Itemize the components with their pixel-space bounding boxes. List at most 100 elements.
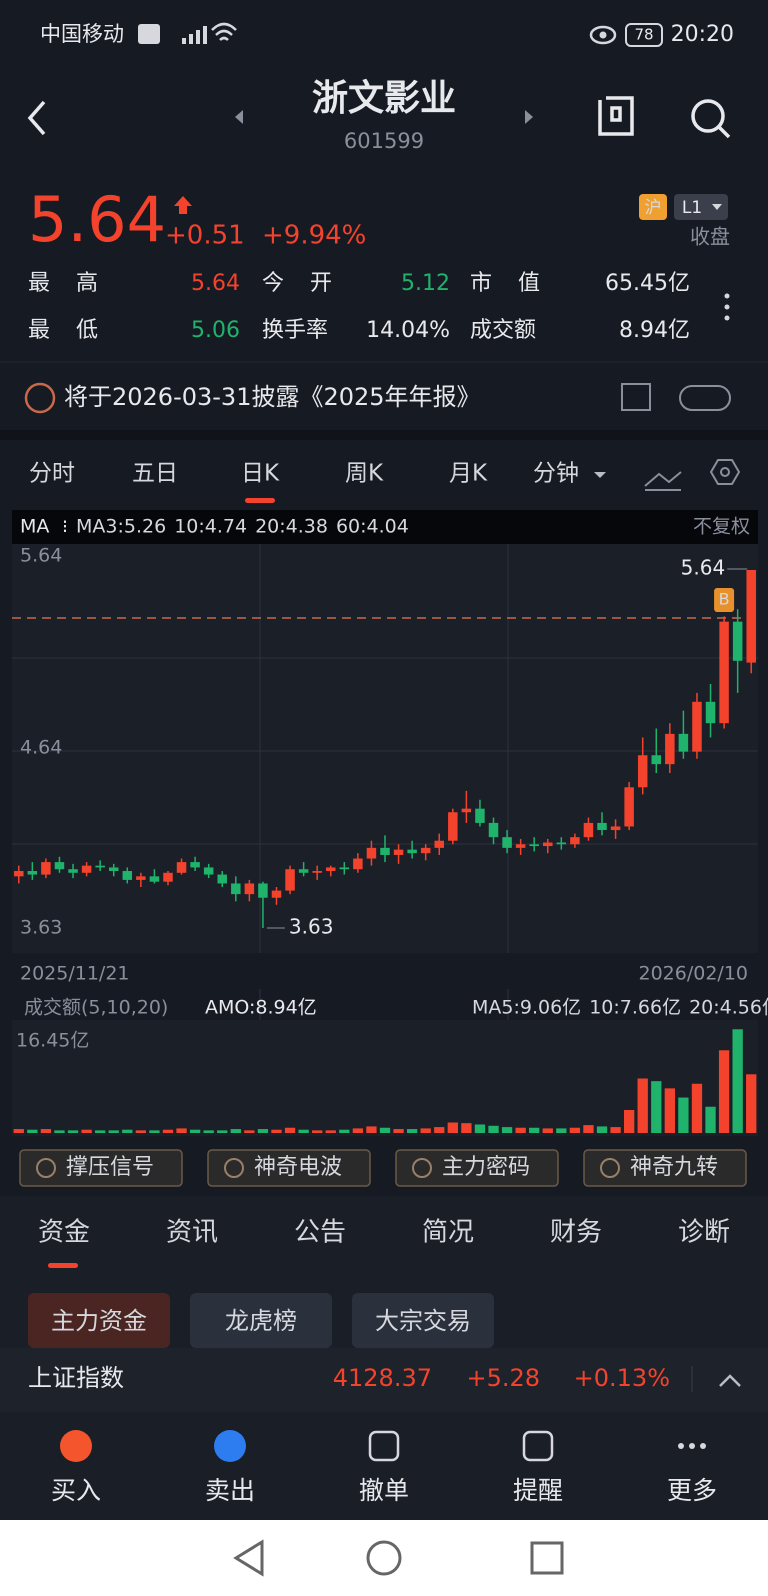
prev-stock[interactable] xyxy=(235,110,243,124)
volume-bar xyxy=(434,1127,445,1133)
candle-body xyxy=(312,871,322,873)
buy-marker-bg xyxy=(714,588,735,612)
info-tab[interactable]: 资金 xyxy=(38,1218,90,1248)
candle-body xyxy=(448,812,458,841)
volume-ma: 20:4.56亿 xyxy=(689,997,768,1019)
period-tab[interactable]: 五日 xyxy=(132,461,178,487)
info-tab[interactable]: 财务 xyxy=(550,1218,602,1248)
stock-name: 浙文影业 xyxy=(312,78,456,119)
back-button[interactable] xyxy=(27,100,46,136)
adjust-mode[interactable]: 不复权 xyxy=(693,516,750,538)
period-tabs: 分时 五日 日K 周K 月K 分钟 xyxy=(29,461,579,503)
candle-body xyxy=(407,849,417,854)
date-strip xyxy=(12,953,758,989)
volume-bar xyxy=(149,1130,160,1133)
sub-tab[interactable] xyxy=(28,1293,170,1348)
nav-recent[interactable] xyxy=(530,1541,564,1575)
eye-pupil xyxy=(599,31,607,39)
page-indicator[interactable] xyxy=(679,385,731,411)
settings-icon[interactable] xyxy=(709,459,741,485)
exchange-badge xyxy=(639,194,667,220)
volume-bar xyxy=(596,1126,608,1133)
next-stock[interactable] xyxy=(525,110,533,124)
nav-back[interactable] xyxy=(233,1539,264,1577)
signal-button[interactable] xyxy=(207,1149,371,1187)
volume-bar xyxy=(352,1128,364,1133)
level-caret xyxy=(712,204,722,210)
candle-body xyxy=(122,871,133,880)
signal-button[interactable] xyxy=(583,1149,747,1187)
ma-legend: MA3:5.26 10:4.74 20:4.38 60:4.04 ⁝ xyxy=(62,516,409,538)
ma-separator: ⁝ xyxy=(62,516,68,538)
candle-body xyxy=(610,826,621,831)
more-dot[interactable] xyxy=(724,293,730,299)
action-icon[interactable] xyxy=(368,1430,400,1462)
candle-body xyxy=(190,862,200,868)
signal-icon xyxy=(36,1158,56,1178)
indicator-icon[interactable] xyxy=(644,471,682,491)
level-badge[interactable] xyxy=(674,194,728,220)
period-tab[interactable]: 月K xyxy=(449,461,488,487)
index-bar[interactable] xyxy=(0,1348,768,1412)
info-tab[interactable]: 公告 xyxy=(294,1218,346,1248)
volume-tick-label: 16.45亿 xyxy=(16,1030,89,1052)
info-tab[interactable]: 诊断 xyxy=(678,1218,730,1248)
level: L1 xyxy=(682,198,702,218)
candle-body xyxy=(108,867,119,872)
volume-bar xyxy=(406,1129,418,1133)
volume-bar xyxy=(162,1129,174,1133)
nav-home[interactable] xyxy=(366,1540,402,1576)
action-icon[interactable] xyxy=(522,1430,554,1462)
period-tab[interactable]: 分钟 xyxy=(533,461,579,487)
action-icon[interactable] xyxy=(214,1430,246,1462)
signal-icon xyxy=(224,1158,244,1178)
ma-value: 10:4.74 xyxy=(174,516,247,538)
volume-bar xyxy=(623,1110,635,1133)
action-icon[interactable] xyxy=(60,1430,92,1462)
sub-tab-label: 主力资金 xyxy=(51,1307,147,1335)
candle-body xyxy=(14,871,24,877)
volume-bar xyxy=(718,1050,730,1133)
candle-body xyxy=(583,822,594,838)
battery-icon xyxy=(625,23,663,47)
volume-ma: MA5:9.06亿 xyxy=(472,997,581,1019)
volume-bar xyxy=(746,1074,757,1133)
index-name: 上证指数 xyxy=(28,1364,124,1392)
minute-caret xyxy=(594,472,606,478)
exchange: 沪 xyxy=(645,198,662,218)
info-tab[interactable]: 资讯 xyxy=(166,1218,218,1248)
index-change: +5.28 xyxy=(466,1364,540,1392)
volume-bar xyxy=(637,1078,648,1133)
candle-body xyxy=(27,871,38,875)
volume-bar xyxy=(217,1130,228,1133)
ask-button[interactable] xyxy=(598,96,634,136)
candles: 5.64 3.63 B xyxy=(14,556,756,939)
signal-label: 神奇九转 xyxy=(630,1155,718,1180)
volume-bar xyxy=(230,1129,241,1133)
sub-tab[interactable] xyxy=(190,1293,332,1348)
candle-body xyxy=(692,701,702,752)
signal-button[interactable] xyxy=(395,1149,559,1187)
search-button[interactable] xyxy=(691,99,725,133)
volume-bar xyxy=(610,1127,621,1133)
carrier: 中国移动 xyxy=(40,22,124,46)
volume-ma: 10:7.66亿 xyxy=(589,997,681,1019)
candle-body xyxy=(136,876,146,880)
copy-icon[interactable] xyxy=(621,383,651,411)
period-tab[interactable]: 周K xyxy=(345,461,384,487)
system-nav xyxy=(0,1520,768,1596)
period-tab[interactable]: 分时 xyxy=(29,461,75,487)
sub-tab[interactable] xyxy=(352,1293,494,1348)
signal-button[interactable] xyxy=(19,1149,183,1187)
stock-code: 601599 xyxy=(344,129,424,153)
info-tab[interactable]: 简况 xyxy=(422,1218,474,1248)
candle-body xyxy=(366,847,377,859)
period-tab[interactable]: 日K xyxy=(241,461,280,487)
candle-body xyxy=(502,837,512,848)
expand-button[interactable] xyxy=(719,1374,741,1387)
signal-icon xyxy=(600,1158,620,1178)
stat-value: 5.64 xyxy=(191,271,240,296)
candle-body xyxy=(746,570,756,663)
candle-body xyxy=(149,876,160,882)
